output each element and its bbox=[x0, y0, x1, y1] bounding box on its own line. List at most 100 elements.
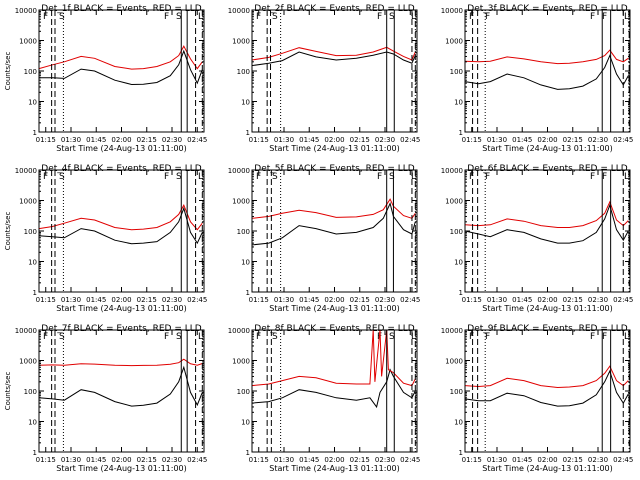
panel-1-x-tick-label: 01:45 bbox=[86, 136, 106, 144]
panel-9-corner-label: F bbox=[590, 332, 595, 342]
panel-1-corner-label: F bbox=[164, 12, 169, 22]
panel-8-y-tick-label: 100 bbox=[237, 388, 250, 396]
panel-9-y-tick-label: 1000 bbox=[445, 358, 463, 366]
panel-5-corner-label: F bbox=[256, 172, 261, 182]
panel-9-y-tick-label: 1 bbox=[459, 449, 463, 457]
panel-4-title: Det_4f BLACK = Events, RED = LLD bbox=[41, 164, 201, 174]
panel-3-corner-label: F bbox=[485, 12, 490, 22]
panel-6-corner-label: F bbox=[485, 172, 490, 182]
panel-7-y-axis-label: Counts/sec bbox=[4, 372, 12, 411]
panel-3-x-tick-label: 02:45 bbox=[613, 136, 633, 144]
panel-4-y-tick-label: 1 bbox=[33, 289, 37, 297]
panel-4-x-tick-label: 02:45 bbox=[187, 296, 207, 304]
panel-1-series-lld bbox=[38, 45, 203, 70]
panel-7-corner-label: S bbox=[176, 332, 182, 342]
panel-3-y-tick-label: 10000 bbox=[441, 7, 463, 15]
panel-4-corner-label: L bbox=[198, 172, 203, 182]
panel-9-y-tick-label: 10 bbox=[454, 419, 463, 427]
panel-1-x-tick-label: 02:15 bbox=[137, 136, 157, 144]
panel-8-y-tick-label: 10000 bbox=[228, 327, 250, 335]
panel-4-x-axis-label: Start Time (24-Aug-13 01:11:00) bbox=[56, 304, 187, 313]
panel-8-x-tick-label: 02:15 bbox=[350, 456, 370, 464]
panel-8-y-tick-label: 1000 bbox=[232, 358, 250, 366]
panel-3-x-tick-label: 02:15 bbox=[563, 136, 583, 144]
panel-5-y-tick-label: 1 bbox=[246, 289, 250, 297]
panel-9-y-tick-label: 10000 bbox=[441, 327, 463, 335]
panel-3-x-tick-label: 01:45 bbox=[512, 136, 532, 144]
panel-1-x-tick-label: 01:15 bbox=[36, 136, 56, 144]
panel-7-x-tick-label: 01:15 bbox=[36, 456, 56, 464]
panel-7-x-tick-label: 02:15 bbox=[137, 456, 157, 464]
panel-6-corner-label: F bbox=[602, 172, 607, 182]
panel-6-x-tick-label: 01:30 bbox=[487, 296, 507, 304]
panel-5-x-tick-label: 01:45 bbox=[299, 296, 319, 304]
panel-3-corner-label: F bbox=[469, 12, 474, 22]
panel-2-corner-label: S bbox=[389, 12, 395, 22]
panel-5-corner-label: L bbox=[411, 172, 416, 182]
panel-4-series-events bbox=[38, 206, 203, 245]
panel-1-title: Det_1f BLACK = Events, RED = LLD bbox=[41, 4, 201, 14]
panel-4-x-tick-label: 02:15 bbox=[137, 296, 157, 304]
panel-4-y-tick-label: 100 bbox=[24, 228, 37, 236]
panel-8-series-lld bbox=[251, 329, 416, 387]
panel-5-x-tick-label: 02:15 bbox=[350, 296, 370, 304]
panel-1-x-tick-label: 02:45 bbox=[187, 136, 207, 144]
panel-4-y-tick-label: 10000 bbox=[15, 167, 37, 175]
panel-6-x-tick-label: 02:45 bbox=[613, 296, 633, 304]
panel-6-x-tick-label: 01:15 bbox=[462, 296, 482, 304]
panel-3-x-tick-label: 02:00 bbox=[537, 136, 557, 144]
panel-5-corner-label: F bbox=[377, 172, 382, 182]
panel-9-corner-label: L bbox=[624, 332, 629, 342]
panel-5-x-tick-label: 01:30 bbox=[274, 296, 294, 304]
panel-1-x-axis-label: Start Time (24-Aug-13 01:11:00) bbox=[56, 144, 187, 153]
panel-2-x-tick-label: 02:30 bbox=[375, 136, 395, 144]
panel-2-corner-label: F bbox=[256, 12, 261, 22]
panel-4-x-tick-label: 02:30 bbox=[162, 296, 182, 304]
panel-5-corner-label: S bbox=[272, 172, 278, 182]
panel-5-x-tick-label: 02:00 bbox=[324, 296, 344, 304]
panel-6-x-tick-label: 02:15 bbox=[563, 296, 583, 304]
panel-2-title: Det_2f BLACK = Events, RED = LLD bbox=[254, 4, 414, 14]
panel-7-y-tick-label: 100 bbox=[24, 388, 37, 396]
panel-9-series-events bbox=[464, 369, 629, 407]
panel-2-x-tick-label: 01:15 bbox=[249, 136, 269, 144]
panel-2-series-events bbox=[251, 51, 416, 67]
panel-9-plot-frame bbox=[464, 329, 631, 453]
panel-4-corner-label: F bbox=[164, 172, 169, 182]
panel-8-plot-frame bbox=[251, 329, 418, 453]
panel-9-x-tick-label: 01:15 bbox=[462, 456, 482, 464]
panel-3-x-tick-label: 01:15 bbox=[462, 136, 482, 144]
panel-3-series-lld bbox=[464, 49, 629, 65]
panel-7-corner-label: F bbox=[43, 332, 48, 342]
panel-2-y-tick-label: 100 bbox=[237, 68, 250, 76]
panel-7-x-tick-label: 02:45 bbox=[187, 456, 207, 464]
panel-3-plot-frame bbox=[464, 9, 631, 133]
panel-1-y-axis-label: Counts/sec bbox=[4, 52, 12, 91]
panel-6-series-lld bbox=[464, 200, 629, 228]
panel-4-corner-label: S bbox=[176, 172, 182, 182]
panel-6-series-events bbox=[464, 203, 629, 244]
panel-5-title: Det_5f BLACK = Events, RED = LLD bbox=[254, 164, 414, 174]
panel-4-x-tick-label: 01:45 bbox=[86, 296, 106, 304]
panel-8-x-axis-label: Start Time (24-Aug-13 01:11:00) bbox=[269, 464, 400, 473]
panel-5-x-axis-label: Start Time (24-Aug-13 01:11:00) bbox=[269, 304, 400, 313]
panel-6-plot-frame bbox=[464, 169, 631, 293]
panel-7-y-tick-label: 1000 bbox=[19, 358, 37, 366]
panel-6-y-tick-label: 1 bbox=[459, 289, 463, 297]
panel-6-x-axis-label: Start Time (24-Aug-13 01:11:00) bbox=[482, 304, 613, 313]
panel-2-x-tick-label: 02:15 bbox=[350, 136, 370, 144]
panel-6-y-tick-label: 1000 bbox=[445, 198, 463, 206]
panel-8-x-tick-label: 02:45 bbox=[400, 456, 420, 464]
panel-2-y-tick-label: 10000 bbox=[228, 7, 250, 15]
panel-7-x-tick-label: 02:00 bbox=[111, 456, 131, 464]
panel-8-x-tick-label: 01:45 bbox=[299, 456, 319, 464]
panel-2-x-tick-label: 02:45 bbox=[400, 136, 420, 144]
panel-6-y-tick-label: 10000 bbox=[441, 167, 463, 175]
panel-9-corner-label: F bbox=[469, 332, 474, 342]
panel-2-plot-frame bbox=[251, 9, 418, 133]
